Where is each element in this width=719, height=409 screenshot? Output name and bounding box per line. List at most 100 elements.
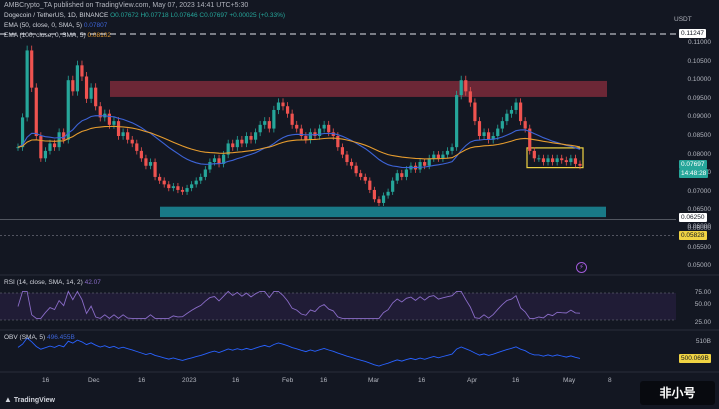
candle-body xyxy=(180,189,185,192)
candle-body xyxy=(84,76,89,99)
candle-body xyxy=(135,143,139,151)
price-tick: 0.10500 xyxy=(687,57,712,65)
candle-body xyxy=(514,102,518,110)
candle-body xyxy=(418,162,422,170)
symbol-legend[interactable]: Dogecoin / TetherUS, 1D, BINANCE O0.0767… xyxy=(4,12,285,19)
symbol-name: Dogecoin / TetherUS, 1D, BINANCE xyxy=(4,12,109,19)
candle-body xyxy=(313,132,317,136)
candle-body xyxy=(327,124,331,133)
candle-body xyxy=(57,132,61,148)
time-label: May xyxy=(563,377,576,384)
candle-body xyxy=(290,113,294,125)
candle-body xyxy=(121,132,125,136)
candle-body xyxy=(450,147,454,151)
candle-body xyxy=(226,143,230,155)
ema100-line xyxy=(17,125,581,160)
price-tick: 0.11000 xyxy=(687,39,711,46)
candle-body xyxy=(20,117,25,148)
candle-body xyxy=(162,180,166,185)
candle-body xyxy=(349,162,354,166)
candle-body xyxy=(75,65,79,92)
candle-body xyxy=(116,121,121,136)
candle-body xyxy=(505,113,509,122)
candle-body xyxy=(308,132,313,140)
candle-body xyxy=(363,176,367,181)
candle-body xyxy=(263,121,267,125)
candle-body xyxy=(66,80,70,140)
price-tick: 0.07000 xyxy=(687,187,712,195)
candle-body xyxy=(423,162,427,166)
brand-text: TradingView xyxy=(13,397,55,404)
ema100-label: EMA (100, close, 0, SMA, 5) xyxy=(4,32,86,39)
obv-value: 496.455B xyxy=(47,334,75,341)
time-label: 16 xyxy=(320,377,328,384)
price-tick: 0.05000 xyxy=(687,262,712,270)
candle-body xyxy=(359,173,363,177)
price-tick: 0.06500 xyxy=(687,206,712,214)
time-label: 8 xyxy=(608,377,612,384)
time-label: 16 xyxy=(512,377,520,384)
price-tick: 0.08500 xyxy=(687,132,712,139)
candle-body xyxy=(473,102,477,122)
candle-body xyxy=(468,91,472,103)
obv-current-tag: 500.069B xyxy=(679,354,711,363)
candle-body xyxy=(436,154,440,159)
candle-body xyxy=(427,158,431,166)
resistance-zone xyxy=(110,80,607,97)
candle-body xyxy=(212,158,217,163)
candle-body xyxy=(144,158,148,166)
candle-body xyxy=(578,163,582,166)
candle-body xyxy=(304,136,308,140)
time-label: 16 xyxy=(232,377,240,384)
candle-body xyxy=(231,143,235,148)
candle-body xyxy=(555,158,559,163)
candle-body xyxy=(386,191,390,196)
candle-body xyxy=(523,121,527,129)
candle-body xyxy=(34,87,38,136)
candle-body xyxy=(519,102,523,122)
rsi-legend[interactable]: RSI (14, close, SMA, 14, 2) 42.07 xyxy=(4,279,101,286)
candle-body xyxy=(377,199,381,203)
tv-icon: ▲ xyxy=(4,395,12,404)
candle-body xyxy=(537,158,541,160)
countdown-tag: 14:48:28 xyxy=(679,169,709,178)
obv-line xyxy=(17,337,581,367)
candle-body xyxy=(208,162,212,170)
candle-body xyxy=(482,132,486,136)
candle-body xyxy=(455,95,459,148)
candle-body xyxy=(354,165,358,174)
candle-body xyxy=(272,109,276,129)
candle-body xyxy=(25,50,29,118)
price-tick: 0.05500 xyxy=(687,243,712,251)
candle-body xyxy=(249,136,253,140)
consolidation-range-box xyxy=(526,147,584,169)
flash-icon[interactable]: ⚡ xyxy=(576,262,587,273)
level-tag-2: 0.05828 xyxy=(679,231,707,240)
candle-body xyxy=(459,80,463,96)
candle-body xyxy=(532,150,536,159)
ema50-legend[interactable]: EMA (50, close, 0, SMA, 5) 0.07807 xyxy=(4,22,107,29)
candle-body xyxy=(94,87,98,107)
obv-legend[interactable]: OBV (SMA, 5) 496.455B xyxy=(4,334,75,341)
candle-body xyxy=(240,139,244,144)
candle-body xyxy=(98,106,102,118)
candle-body xyxy=(16,147,20,149)
tradingview-logo[interactable]: ▲ TradingView xyxy=(4,395,55,404)
candle-body xyxy=(528,128,532,151)
candle-body xyxy=(496,128,500,136)
candle-body xyxy=(253,132,258,140)
candle-body xyxy=(48,143,52,151)
candle-body xyxy=(464,80,468,92)
candle-body xyxy=(217,158,221,164)
price-tick: 0.10000 xyxy=(687,76,712,84)
time-label: 2023 xyxy=(182,377,197,384)
candle-body xyxy=(30,50,34,88)
ema100-legend[interactable]: EMA (100, close, 0, SMA, 5) 0.08102 xyxy=(4,32,111,39)
candle-body xyxy=(167,184,171,189)
ema50-value: 0.07807 xyxy=(83,22,108,29)
candle-body xyxy=(258,124,262,133)
candle-body xyxy=(112,121,116,125)
candle-body xyxy=(340,147,345,155)
candle-body xyxy=(336,136,340,148)
